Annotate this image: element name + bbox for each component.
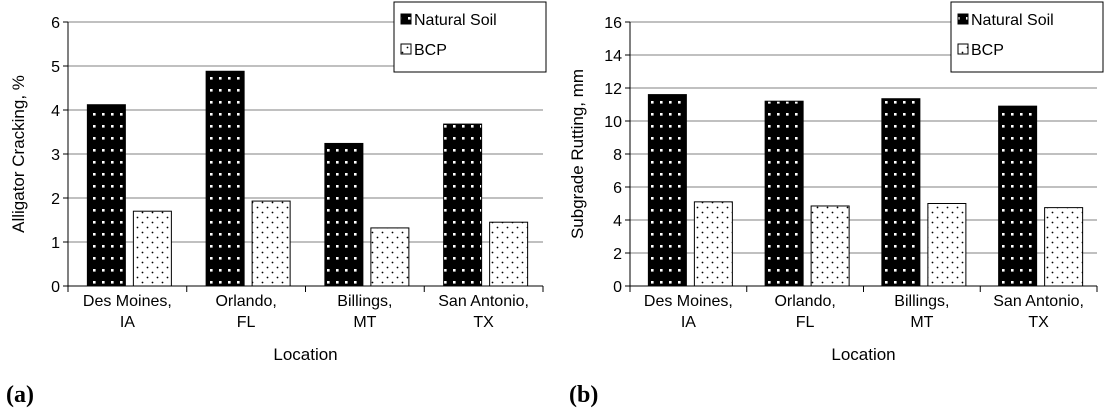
y-tick-label: 2 bbox=[51, 191, 60, 208]
x-tick-label-line1: San Antonio, bbox=[993, 293, 1084, 310]
bar-natural-soil bbox=[324, 142, 364, 287]
bar-bcp bbox=[251, 200, 291, 287]
y-axis-label: Subgrade Rutting, mm bbox=[568, 69, 587, 239]
legend-label-natural-soil: Natural Soil bbox=[414, 12, 497, 29]
bar-natural-soil bbox=[86, 104, 126, 287]
x-axis-label: Location bbox=[831, 345, 895, 364]
x-tick-label-line1: Orlando, bbox=[774, 293, 835, 310]
y-tick-label: 4 bbox=[613, 213, 622, 230]
legend-label-bcp: BCP bbox=[971, 42, 1004, 59]
y-tick-label: 3 bbox=[51, 147, 60, 164]
legend-swatch-bcp bbox=[400, 43, 412, 55]
bar-bcp bbox=[1044, 207, 1084, 287]
bar-bcp bbox=[810, 205, 850, 287]
legend-label-bcp: BCP bbox=[414, 42, 447, 59]
bar-bcp bbox=[927, 203, 967, 287]
y-tick-label: 14 bbox=[604, 48, 622, 65]
y-tick-label: 6 bbox=[613, 180, 622, 197]
bar-bcp bbox=[693, 201, 733, 287]
x-tick-label-line1: Billings, bbox=[337, 293, 392, 310]
x-tick-label-line2: MT bbox=[353, 314, 376, 331]
legend-label-natural-soil: Natural Soil bbox=[971, 12, 1054, 29]
y-tick-label: 12 bbox=[604, 81, 622, 98]
x-tick-label-line1: Billings, bbox=[894, 293, 949, 310]
y-tick-label: 10 bbox=[604, 114, 622, 131]
x-tick-label-line2: IA bbox=[120, 314, 135, 331]
bar-natural-soil bbox=[443, 123, 483, 287]
legend-box bbox=[950, 1, 1104, 73]
legend-swatch-natural-soil bbox=[400, 13, 412, 25]
bar-natural-soil bbox=[205, 70, 245, 287]
x-tick-label-line1: San Antonio, bbox=[438, 293, 529, 310]
bar-natural-soil bbox=[998, 105, 1038, 287]
bar-natural-soil bbox=[881, 98, 921, 287]
y-tick-label: 8 bbox=[613, 147, 622, 164]
x-tick-label-line2: TX bbox=[1028, 314, 1049, 331]
legend-swatch-bcp bbox=[957, 43, 969, 55]
bar-bcp bbox=[132, 210, 172, 287]
bar-natural-soil bbox=[764, 100, 804, 287]
y-tick-label: 6 bbox=[51, 15, 60, 32]
legend: Natural Soil BCP bbox=[393, 1, 547, 73]
y-tick-label: 4 bbox=[51, 103, 60, 120]
x-tick-label-line2: IA bbox=[681, 314, 696, 331]
y-tick-label: 1 bbox=[51, 235, 60, 252]
x-tick-label-line1: Des Moines, bbox=[83, 293, 172, 310]
bar-bcp bbox=[489, 221, 529, 287]
bar-bcp bbox=[370, 227, 410, 287]
x-tick-label-line1: Des Moines, bbox=[644, 293, 733, 310]
legend: Natural Soil BCP bbox=[950, 1, 1104, 73]
legend-swatch-natural-soil bbox=[957, 13, 969, 25]
x-axis-label: Location bbox=[273, 345, 337, 364]
bar-natural-soil bbox=[647, 94, 687, 287]
y-tick-label: 2 bbox=[613, 246, 622, 263]
y-tick-label: 0 bbox=[613, 279, 622, 296]
y-axis-label: Alligator Cracking, % bbox=[9, 75, 28, 233]
alligator-cracking-chart: 0 1 2 3 4 5 6 Des Moines, IA Orlando, FL Billings, M… bbox=[6, 1, 547, 408]
panel-label: (b) bbox=[569, 382, 598, 408]
y-tick-label: 0 bbox=[51, 279, 60, 296]
panel-label: (a) bbox=[6, 382, 34, 408]
x-tick-label-line2: MT bbox=[910, 314, 933, 331]
y-tick-label: 16 bbox=[604, 15, 622, 32]
x-tick-label-line1: Orlando, bbox=[215, 293, 276, 310]
legend-box bbox=[393, 1, 547, 73]
y-tick-label: 5 bbox=[51, 59, 60, 76]
x-tick-label-line2: FL bbox=[237, 314, 256, 331]
x-tick-label-line2: FL bbox=[796, 314, 815, 331]
subgrade-rutting-chart: 0 2 4 6 8 10 12 14 16 Des Moines, IA Orlando, FL Bill… bbox=[568, 1, 1104, 408]
x-tick-label-line2: TX bbox=[473, 314, 494, 331]
